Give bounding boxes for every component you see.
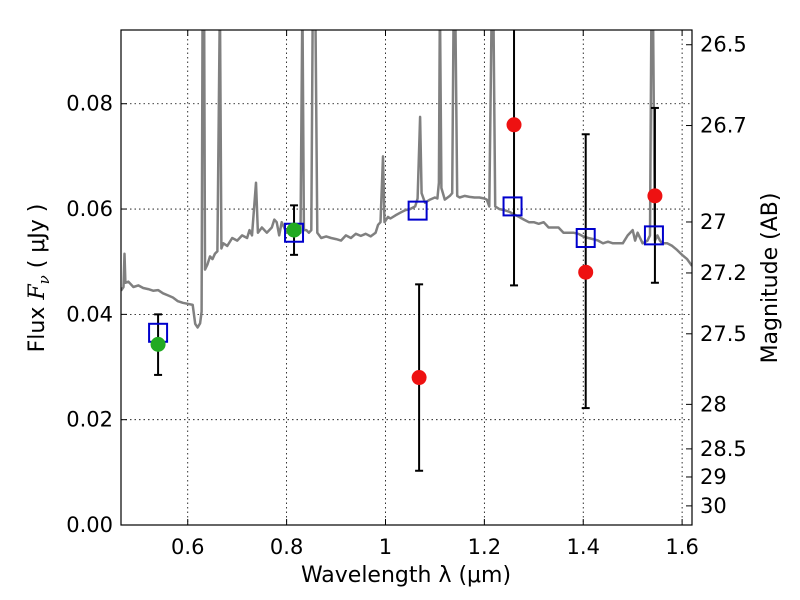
y2-tick-label: 26.5	[700, 33, 747, 57]
x-tick-label: 1.6	[665, 535, 698, 559]
y2-tick-label: 27.5	[700, 322, 747, 346]
spectrum-line	[121, 30, 692, 329]
x-tick-label: 1.4	[567, 535, 600, 559]
y-tick-label: 0.04	[66, 302, 113, 326]
grid-lines	[121, 30, 692, 525]
y-tick-label: 0.08	[66, 92, 113, 116]
detection-point	[150, 336, 166, 352]
model-photometry-square	[575, 228, 596, 249]
y2-tick-label: 28.5	[700, 437, 747, 461]
model-photometry-square	[643, 225, 664, 246]
y-tick-label: 0.02	[66, 408, 113, 432]
non-detection-point	[647, 188, 663, 204]
y2-tick-label: 29	[700, 465, 727, 489]
y2-axis-label: Magnitude (AB)	[758, 193, 783, 364]
x-axis-label: Wavelength λ (μm)	[301, 563, 511, 588]
y-tick-label: 0.00	[66, 513, 113, 537]
detection-point	[286, 222, 302, 238]
y2-tick-label: 26.7	[700, 114, 747, 138]
x-tick-label: 0.8	[270, 535, 303, 559]
model-photometry-square	[407, 200, 428, 221]
plot-area	[121, 30, 692, 472]
y2-tick-label: 28	[700, 392, 727, 416]
y-axis-label: Flux Fν ( μJy )	[25, 204, 53, 353]
non-detection-point	[578, 264, 594, 280]
y2-tick-label: 30	[700, 494, 727, 518]
y2-tick-label: 27.2	[700, 261, 747, 285]
axes: 0.6 0.8 1 1.2 1.4 1.6 0.00 0.02 0.04 0.06 0.08 26.5…	[66, 30, 747, 559]
y2-tick-label: 27	[700, 210, 727, 234]
non-detection-point	[411, 370, 427, 386]
x-tick-label: 0.6	[171, 535, 204, 559]
y-tick-label: 0.06	[66, 197, 113, 221]
model-photometry-square	[502, 196, 523, 217]
x-tick-label: 1	[379, 535, 392, 559]
plot-frame	[120, 29, 693, 526]
non-detection-point	[506, 117, 522, 133]
x-tick-label: 1.2	[468, 535, 501, 559]
